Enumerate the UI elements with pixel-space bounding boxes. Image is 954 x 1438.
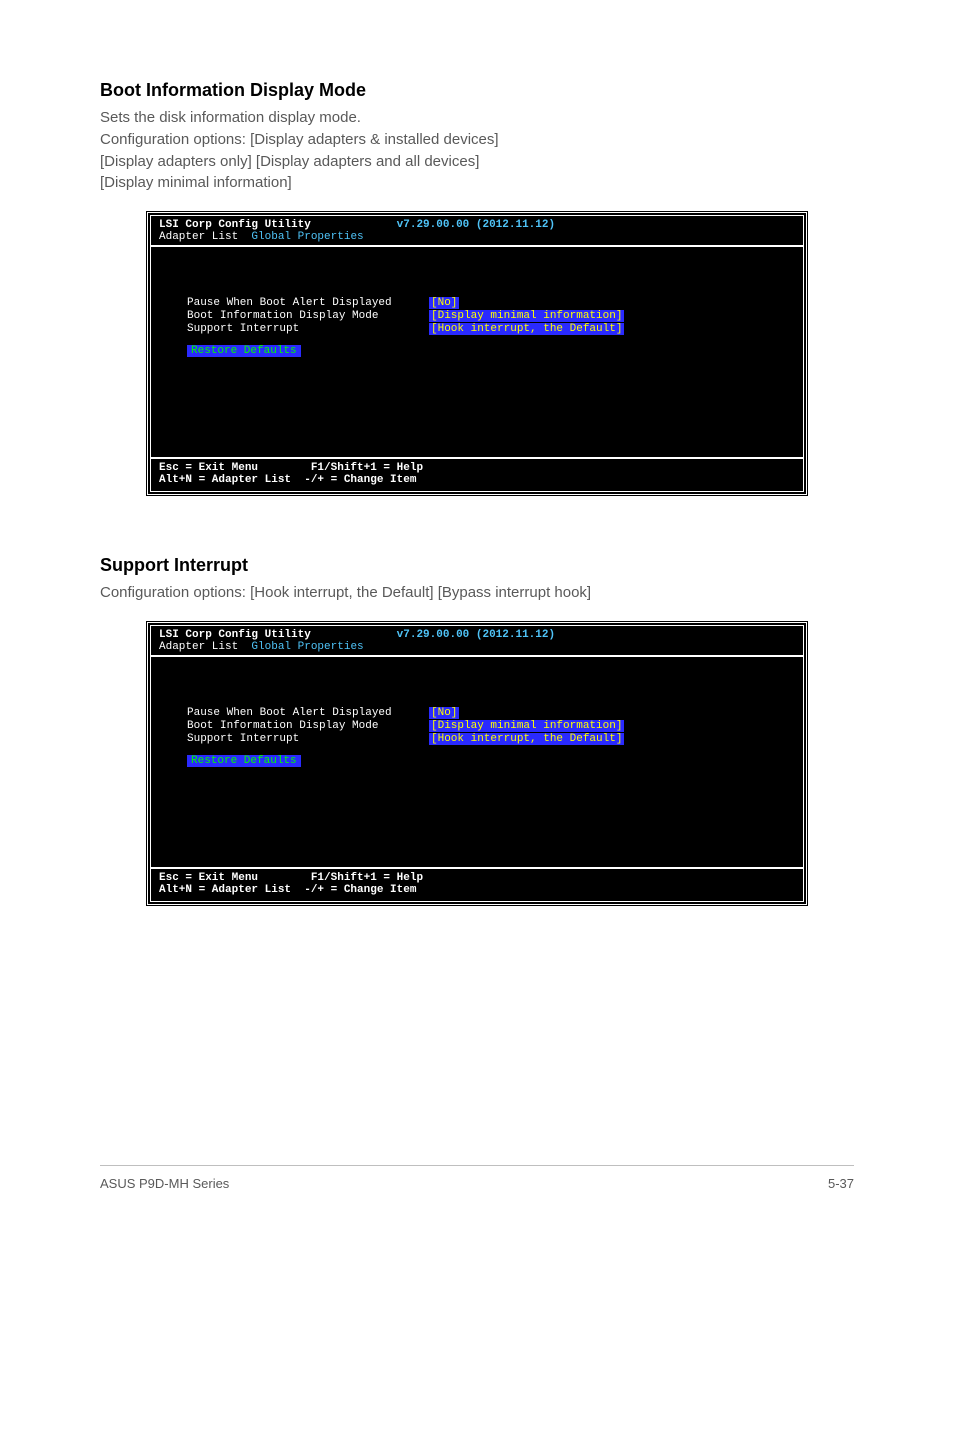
row2-value: [Display minimal information] [429, 720, 624, 732]
row3-label: Support Interrupt [159, 733, 429, 745]
restore-defaults: Restore Defaults [187, 345, 301, 357]
row2-value: [Display minimal information] [429, 310, 624, 322]
terminal-version: v7.29.00.00 (2012.11.12) [397, 629, 555, 641]
breadcrumb-prefix: Adapter List [159, 231, 251, 243]
terminal-footer: Esc = Exit Menu F1/Shift+1 = Help Alt+N … [151, 457, 803, 491]
footer-line2: Alt+N = Adapter List -/+ = Change Item [159, 884, 416, 896]
terminal-footer: Esc = Exit Menu F1/Shift+1 = Help Alt+N … [151, 867, 803, 901]
terminal-body: Pause When Boot Alert Displayed [No] Boo… [151, 247, 803, 457]
row1-label: Pause When Boot Alert Displayed [159, 707, 429, 719]
terminal-row-restore[interactable]: Restore Defaults [159, 755, 795, 767]
row2-label: Boot Information Display Mode [159, 720, 429, 732]
row1-value: [No] [429, 297, 459, 309]
row3-value: [Hook interrupt, the Default] [429, 733, 624, 745]
terminal-row-bootinfo[interactable]: Boot Information Display Mode [Display m… [159, 310, 795, 322]
terminal-row-pause[interactable]: Pause When Boot Alert Displayed [No] [159, 707, 795, 719]
bios-terminal-1: LSI Corp Config Utility v7.29.00.00 (201… [147, 212, 807, 495]
terminal-row-restore[interactable]: Restore Defaults [159, 345, 795, 357]
row2-label: Boot Information Display Mode [159, 310, 429, 322]
footer-line1: Esc = Exit Menu F1/Shift+1 = Help [159, 872, 423, 884]
footer-line1: Esc = Exit Menu F1/Shift+1 = Help [159, 462, 423, 474]
breadcrumb-current: Global Properties [251, 641, 363, 653]
section2-heading: Support Interrupt [100, 555, 854, 576]
footer-right: 5-37 [828, 1176, 854, 1191]
section1-heading: Boot Information Display Mode [100, 80, 854, 101]
terminal-body: Pause When Boot Alert Displayed [No] Boo… [151, 657, 803, 867]
terminal-row-support[interactable]: Support Interrupt [Hook interrupt, the D… [159, 323, 795, 335]
breadcrumb-current: Global Properties [251, 231, 363, 243]
section2-body: Configuration options: [Hook interrupt, … [100, 582, 854, 604]
restore-defaults: Restore Defaults [187, 755, 301, 767]
terminal-row-pause[interactable]: Pause When Boot Alert Displayed [No] [159, 297, 795, 309]
section1-line2: Configuration options: [Display adapters… [100, 129, 854, 151]
row3-value: [Hook interrupt, the Default] [429, 323, 624, 335]
page-footer: ASUS P9D-MH Series 5-37 [100, 1165, 854, 1191]
terminal-title: LSI Corp Config Utility [159, 629, 311, 641]
section1-line1: Sets the disk information display mode. [100, 107, 854, 129]
footer-left: ASUS P9D-MH Series [100, 1176, 229, 1191]
terminal-breadcrumb: Adapter List Global Properties [159, 231, 364, 243]
section1-body: Sets the disk information display mode. … [100, 107, 854, 194]
section1-line4: [Display minimal information] [100, 172, 854, 194]
breadcrumb-prefix: Adapter List [159, 641, 251, 653]
row1-value: [No] [429, 707, 459, 719]
row1-label: Pause When Boot Alert Displayed [159, 297, 429, 309]
terminal-breadcrumb: Adapter List Global Properties [159, 641, 364, 653]
terminal-version: v7.29.00.00 (2012.11.12) [397, 219, 555, 231]
terminal-header: LSI Corp Config Utility v7.29.00.00 (201… [151, 626, 803, 657]
footer-line2: Alt+N = Adapter List -/+ = Change Item [159, 474, 416, 486]
bios-terminal-2: LSI Corp Config Utility v7.29.00.00 (201… [147, 622, 807, 905]
terminal-header: LSI Corp Config Utility v7.29.00.00 (201… [151, 216, 803, 247]
terminal-title: LSI Corp Config Utility [159, 219, 311, 231]
terminal-row-support[interactable]: Support Interrupt [Hook interrupt, the D… [159, 733, 795, 745]
row3-label: Support Interrupt [159, 323, 429, 335]
section1-line3: [Display adapters only] [Display adapter… [100, 151, 854, 173]
terminal-row-bootinfo[interactable]: Boot Information Display Mode [Display m… [159, 720, 795, 732]
section2-line1: Configuration options: [Hook interrupt, … [100, 582, 854, 604]
